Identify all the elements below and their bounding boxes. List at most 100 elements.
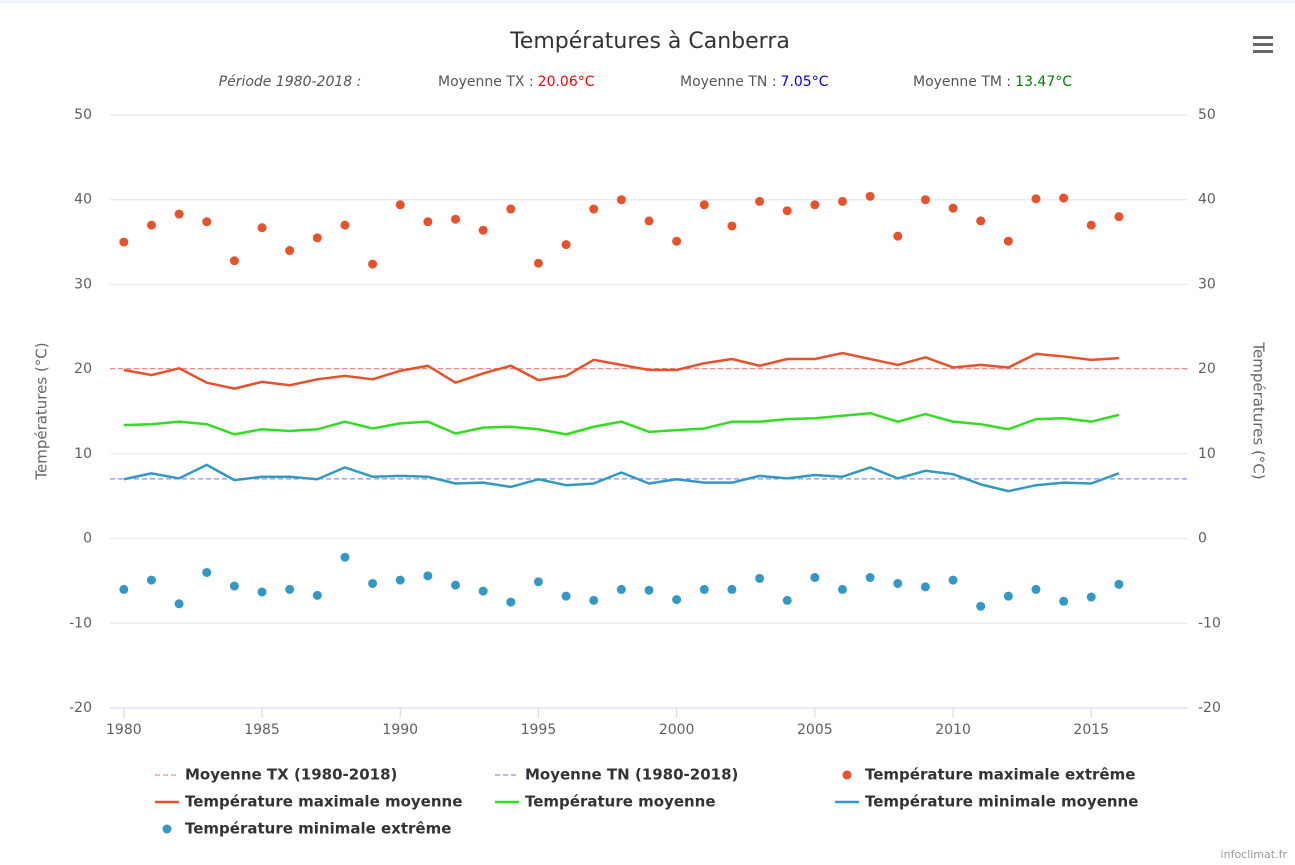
stat-label: Moyenne TM : xyxy=(913,74,1011,90)
data-point xyxy=(1003,236,1013,246)
data-point xyxy=(478,586,488,596)
y-tick-label: 50 xyxy=(74,107,92,123)
stat-label: Moyenne TX : xyxy=(438,74,534,90)
stat-label: Moyenne TN : xyxy=(680,74,777,90)
data-point xyxy=(423,217,433,227)
data-point xyxy=(368,578,378,588)
data-point xyxy=(423,571,433,581)
x-tick-label: 2005 xyxy=(797,722,833,738)
chart-title: Températures à Canberra xyxy=(509,29,790,54)
data-point xyxy=(1031,194,1041,204)
credits: infoclimat.fr xyxy=(1221,848,1288,861)
series-line xyxy=(123,463,1120,493)
legend-label: Température minimale moyenne xyxy=(865,793,1138,811)
y2-tick-label: 30 xyxy=(1198,276,1216,292)
data-point xyxy=(1059,596,1069,606)
data-point xyxy=(506,597,516,607)
data-point xyxy=(1114,212,1124,222)
data-point xyxy=(561,591,571,601)
data-point xyxy=(810,573,820,583)
data-point xyxy=(146,575,156,585)
x-tick-label: 2015 xyxy=(1073,722,1109,738)
data-point xyxy=(146,220,156,230)
data-point xyxy=(202,217,212,227)
data-point xyxy=(616,584,626,594)
data-point xyxy=(1031,584,1041,594)
menu-bar xyxy=(1253,43,1273,46)
data-point xyxy=(174,209,184,219)
data-point xyxy=(533,577,543,587)
data-point xyxy=(948,575,958,585)
data-point xyxy=(202,567,212,577)
data-point xyxy=(672,595,682,605)
data-point xyxy=(810,200,820,210)
y2-tick-label: 40 xyxy=(1198,192,1216,208)
y-tick-label: -20 xyxy=(69,700,92,716)
data-point xyxy=(368,259,378,269)
data-point xyxy=(312,233,322,243)
data-point xyxy=(727,584,737,594)
data-point xyxy=(782,595,792,605)
stat-value: 20.06°C xyxy=(538,74,595,90)
data-point xyxy=(257,223,267,233)
data-point xyxy=(395,575,405,585)
x-tick-label: 1995 xyxy=(521,722,557,738)
data-point xyxy=(865,191,875,201)
y2-tick-label: 0 xyxy=(1198,531,1207,547)
data-point xyxy=(837,584,847,594)
data-point xyxy=(340,220,350,230)
data-point xyxy=(119,237,129,247)
data-point xyxy=(755,196,765,206)
stat: Moyenne TN :7.05°C xyxy=(680,74,829,90)
data-point xyxy=(174,599,184,609)
stat-value: 7.05°C xyxy=(781,74,829,90)
data-point xyxy=(1003,591,1013,601)
data-point xyxy=(229,256,239,266)
data-point xyxy=(727,221,737,231)
data-point xyxy=(312,590,322,600)
data-point xyxy=(451,214,461,224)
legend-label: Température maximale extrême xyxy=(865,766,1135,784)
data-point xyxy=(837,196,847,206)
data-point xyxy=(119,584,129,594)
legend-label: Température minimale extrême xyxy=(185,820,451,838)
y2-tick-label: -10 xyxy=(1198,615,1221,631)
x-tick-label: 2010 xyxy=(935,722,971,738)
data-point xyxy=(699,200,709,210)
y-tick-label: 20 xyxy=(74,361,92,377)
data-point xyxy=(229,581,239,591)
subtitle: Période 1980-2018 : xyxy=(219,74,362,90)
legend-label: Moyenne TX (1980-2018) xyxy=(185,766,397,784)
data-point xyxy=(644,216,654,226)
data-point xyxy=(644,585,654,595)
x-tick-label: 1985 xyxy=(244,722,280,738)
data-point xyxy=(533,258,543,268)
data-point xyxy=(561,240,571,250)
x-tick-label: 1990 xyxy=(382,722,418,738)
y-tick-label: 10 xyxy=(74,446,92,462)
x-tick-label: 1980 xyxy=(106,722,142,738)
y-tick-label: 0 xyxy=(83,531,92,547)
legend-label: Température moyenne xyxy=(525,793,716,811)
data-point xyxy=(976,216,986,226)
data-point xyxy=(1086,220,1096,230)
data-point xyxy=(506,204,516,214)
data-point xyxy=(285,246,295,256)
menu-bar xyxy=(1253,36,1273,39)
stat: Moyenne TX :20.06°C xyxy=(438,74,595,90)
data-point xyxy=(920,195,930,205)
data-point xyxy=(1086,592,1096,602)
y2-tick-label: 20 xyxy=(1198,361,1216,377)
data-point xyxy=(920,582,930,592)
data-point xyxy=(451,580,461,590)
data-point xyxy=(257,587,267,597)
data-point xyxy=(285,584,295,594)
series-line xyxy=(123,351,1119,390)
data-point xyxy=(589,595,599,605)
y2-axis-label: Températures (°C) xyxy=(1250,341,1268,479)
menu-button[interactable] xyxy=(1253,36,1273,53)
stat-value: 13.47°C xyxy=(1015,74,1072,90)
stat: Moyenne TM :13.47°C xyxy=(913,74,1072,90)
data-point xyxy=(755,573,765,583)
